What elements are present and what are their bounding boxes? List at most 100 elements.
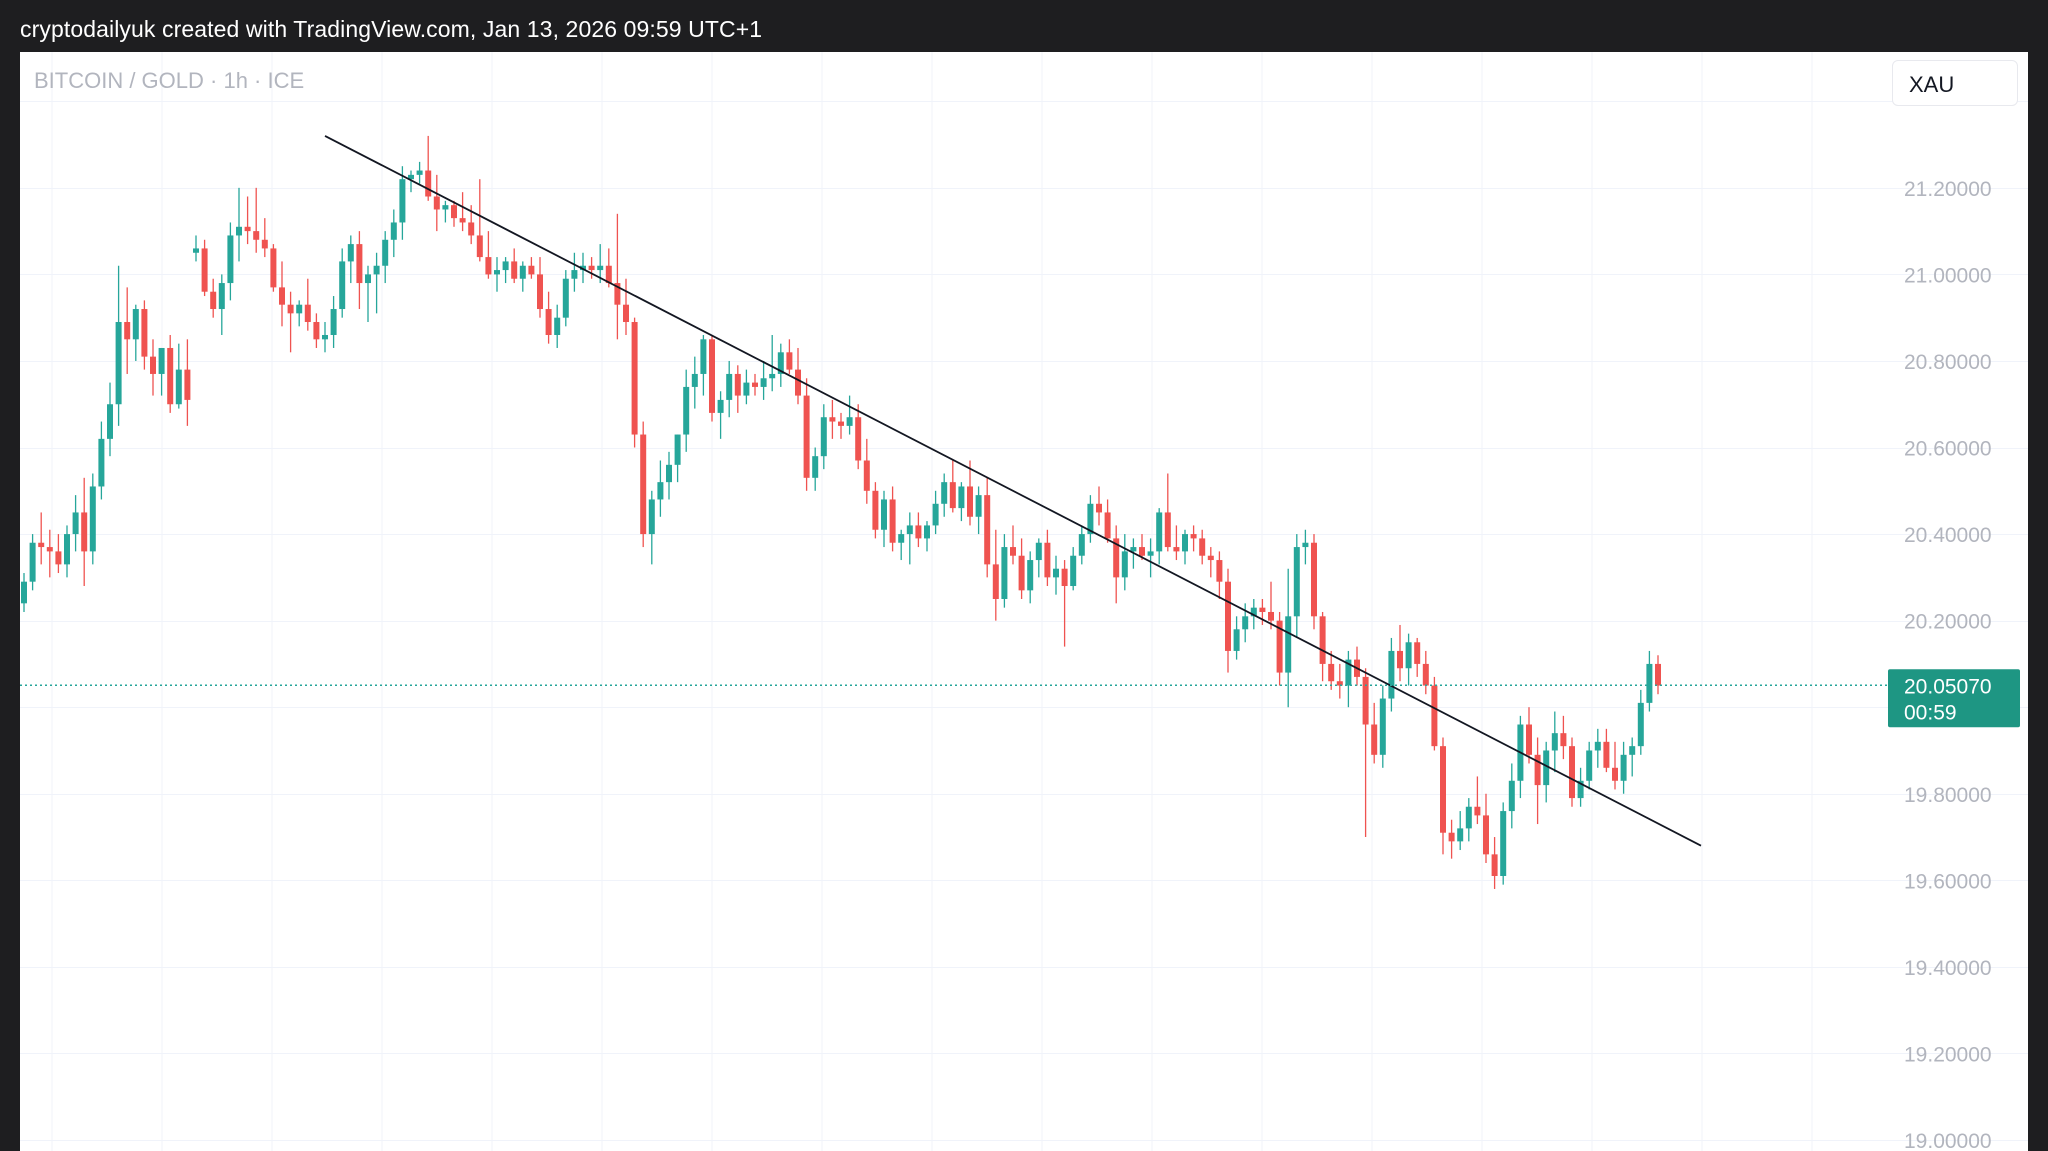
candle-up (1182, 529, 1188, 565)
candle-body (46, 547, 53, 552)
candle-body (1087, 503, 1094, 535)
candle-body (365, 274, 371, 284)
candle-up (958, 482, 965, 522)
candle-up (365, 265, 371, 323)
candle-body (674, 434, 681, 465)
candle-body (1242, 616, 1249, 630)
candle-body (425, 170, 432, 197)
candle-down (1164, 473, 1171, 552)
candle-down (1225, 568, 1231, 673)
candle-body (236, 226, 242, 236)
candle-up (416, 161, 423, 184)
candle-up (648, 490, 655, 565)
candle-up (812, 447, 819, 491)
candle-down (1259, 599, 1266, 625)
candle-down (210, 278, 217, 318)
candle-body (1190, 534, 1197, 539)
candle-body (1422, 663, 1429, 686)
candle-up (657, 460, 664, 517)
candle-body (1225, 581, 1231, 651)
candle-up (1577, 767, 1584, 807)
candle-down (1139, 534, 1145, 561)
candle-down (1328, 650, 1335, 690)
candle-up (494, 257, 500, 292)
candle-up (64, 525, 70, 578)
chart-attribution: cryptodailyuk created with TradingView.c… (20, 16, 763, 42)
candle-up (339, 248, 346, 318)
candle-body (81, 512, 88, 552)
candle-down (485, 231, 492, 279)
chart-area[interactable]: 21.20000 21.00000 20.80000 20.60000 20.40000… (20, 52, 2028, 1151)
y-tick-label: 20.80000 (1904, 351, 1992, 374)
candle-down (709, 334, 715, 422)
candle-body (717, 399, 724, 413)
candle-body (64, 534, 70, 565)
candle-body (803, 395, 810, 478)
candle-down (270, 244, 277, 292)
y-tick-label: 21.00000 (1904, 264, 1992, 287)
candle-body (958, 486, 965, 509)
candle-body (1336, 681, 1343, 686)
candle-body (72, 512, 79, 535)
candle-up (700, 334, 707, 396)
candle-body (1035, 542, 1042, 561)
candle-body (347, 244, 354, 262)
candle-down (141, 300, 148, 370)
candle-body (1173, 547, 1180, 552)
price-axis[interactable]: 21.20000 21.00000 20.80000 20.60000 20.40000… (1888, 178, 2020, 1151)
candle-up (1629, 737, 1636, 777)
candle-up (1586, 741, 1593, 790)
candle-up (1551, 711, 1558, 773)
candle-body (1388, 650, 1395, 699)
candle-down (631, 317, 638, 448)
candle-up (760, 360, 767, 400)
candle-down (433, 174, 440, 232)
candle-body (743, 382, 750, 396)
compare-symbol-box[interactable]: XAU (1892, 60, 2018, 106)
candle-down (1526, 707, 1532, 764)
candle-down (855, 404, 862, 470)
price-chart-svg[interactable]: 21.20000 21.00000 20.80000 20.60000 20.40000… (20, 52, 2028, 1151)
candle-down (476, 179, 483, 262)
y-tick-label: 19.20000 (1904, 1043, 1992, 1066)
candle-down (1207, 547, 1214, 578)
candle-up (21, 573, 27, 612)
candle-body (1543, 750, 1550, 786)
candle-down (1276, 611, 1283, 686)
last-price-value: 20.05070 (1904, 675, 1992, 698)
candle-body (872, 490, 879, 530)
candle-down (623, 278, 629, 335)
candle-down (803, 378, 810, 491)
candle-down (1414, 637, 1421, 677)
candle-body (1362, 676, 1369, 725)
candle-down (55, 534, 62, 574)
candle-body (1431, 685, 1438, 747)
candle-down (244, 196, 251, 245)
candle-body (476, 235, 483, 258)
candle-up (717, 391, 724, 439)
candle-down (1096, 486, 1102, 526)
candle-down (863, 438, 870, 504)
candle-body (795, 369, 801, 396)
candle-down (511, 248, 518, 284)
candle-up (236, 187, 242, 262)
y-tick-label: 19.60000 (1904, 870, 1992, 893)
candle-body (949, 482, 956, 509)
candle-body (1474, 806, 1481, 816)
candle-up (743, 369, 750, 405)
y-tick-label: 19.80000 (1904, 784, 1992, 807)
candle-down (1371, 702, 1378, 764)
candle-down (786, 339, 793, 374)
candle-up (1517, 715, 1524, 799)
candle-body (382, 239, 389, 266)
candle-body (1276, 620, 1283, 673)
candle-up (580, 252, 586, 284)
candle-up (691, 356, 698, 409)
candle-up (330, 296, 337, 348)
candle-up (1345, 650, 1352, 708)
candle-body (915, 525, 922, 539)
candle-down (1491, 837, 1498, 889)
candle-body (468, 222, 475, 236)
candle-body (1483, 815, 1489, 855)
candle-down (1397, 624, 1403, 682)
